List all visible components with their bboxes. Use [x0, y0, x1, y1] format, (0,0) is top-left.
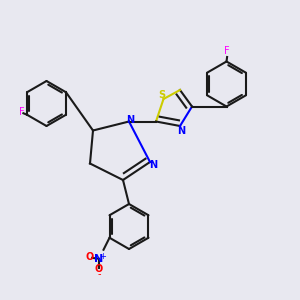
Text: -: -	[97, 269, 101, 279]
Text: F: F	[19, 107, 24, 117]
Text: N: N	[177, 125, 186, 136]
Text: N: N	[149, 160, 157, 170]
Text: N: N	[126, 115, 135, 125]
Text: F: F	[224, 46, 230, 56]
Text: S: S	[158, 90, 166, 100]
Text: O: O	[86, 252, 94, 262]
Text: N: N	[94, 254, 103, 264]
Text: O: O	[95, 264, 103, 274]
Text: +: +	[100, 252, 106, 261]
